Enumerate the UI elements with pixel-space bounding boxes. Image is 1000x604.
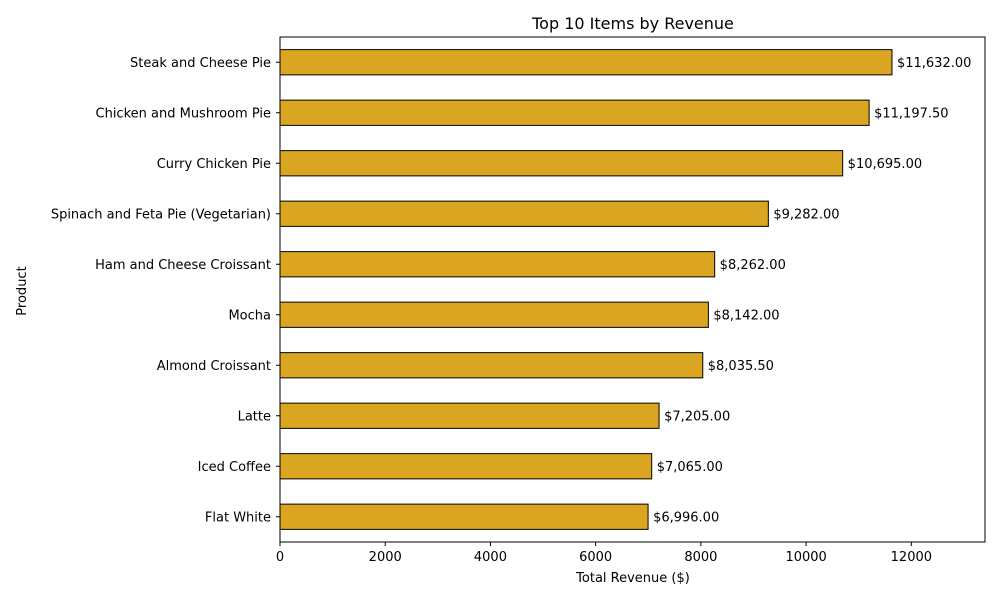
bar — [279, 453, 653, 480]
y-tick-label: Flat White — [205, 510, 271, 525]
x-tick-label: 0 — [276, 550, 284, 565]
bar-value-label: $7,065.00 — [657, 460, 723, 475]
y-tick-label: Latte — [238, 409, 271, 424]
y-tick-label: Ham and Cheese Croissant — [95, 258, 271, 273]
y-tick-label: Mocha — [228, 308, 271, 323]
bar — [279, 99, 870, 126]
y-tick-label: Almond Croissant — [157, 359, 271, 374]
x-tick-label: 8000 — [684, 550, 717, 565]
bar-value-label: $7,205.00 — [664, 409, 730, 424]
x-tick-label: 12000 — [891, 550, 932, 565]
x-tick-label: 4000 — [474, 550, 507, 565]
bar-value-label: $11,632.00 — [897, 56, 971, 71]
x-axis-label: Total Revenue ($) — [575, 571, 690, 586]
bar — [279, 150, 844, 177]
bar — [279, 49, 893, 76]
x-tick-label: 2000 — [369, 550, 402, 565]
bar — [279, 251, 716, 278]
bar — [279, 301, 709, 328]
y-tick-label: Steak and Cheese Pie — [130, 56, 271, 71]
plot-area: Steak and Cheese Pie $11,632.00 Chicken an… — [51, 36, 986, 565]
x-tick-label: 10000 — [785, 550, 826, 565]
y-tick-label: Chicken and Mushroom Pie — [96, 106, 272, 121]
y-tick-label: Spinach and Feta Pie (Vegetarian) — [51, 207, 271, 222]
bar — [279, 352, 704, 379]
bar-value-label: $8,035.50 — [708, 359, 774, 374]
chart-title: Top 10 Items by Revenue — [531, 14, 734, 33]
bar — [279, 402, 660, 429]
bar-value-label: $8,142.00 — [713, 308, 779, 323]
y-tick-label: Curry Chicken Pie — [157, 157, 271, 172]
bar-value-label: $10,695.00 — [848, 157, 922, 172]
bar — [279, 503, 649, 530]
y-axis-label: Product — [15, 266, 30, 315]
x-tick-label: 6000 — [579, 550, 612, 565]
bar-value-label: $9,282.00 — [773, 207, 839, 222]
plot-frame — [279, 36, 986, 543]
bar — [279, 200, 769, 227]
bar-value-label: $8,262.00 — [720, 258, 786, 273]
bar-value-label: $6,996.00 — [653, 510, 719, 525]
y-tick-label: Iced Coffee — [198, 460, 271, 475]
bar-value-label: $11,197.50 — [874, 106, 948, 121]
